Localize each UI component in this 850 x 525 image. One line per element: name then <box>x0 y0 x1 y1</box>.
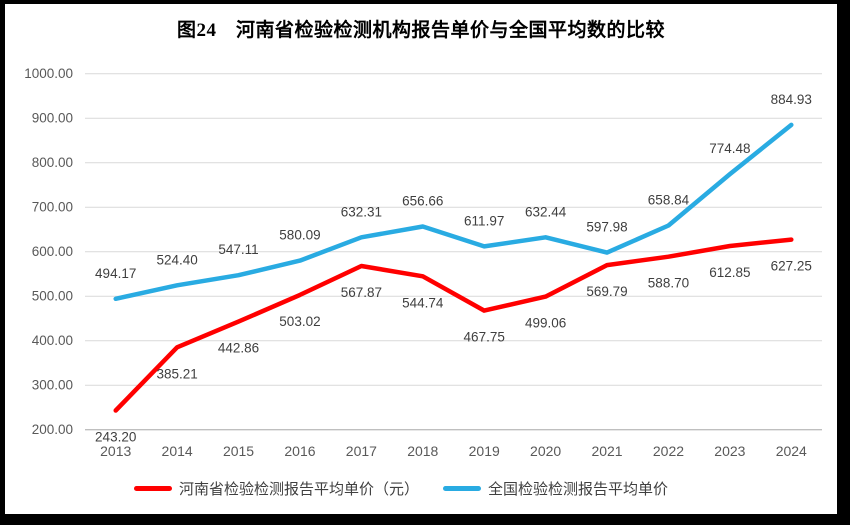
y-axis-tick-label: 700.00 <box>32 200 73 215</box>
line-chart-plot-area: 200.00 300.00 400.00 500.00 600.00 700.00 800.… <box>24 66 822 459</box>
x-axis-tick-label: 2019 <box>469 443 500 459</box>
x-axis-tick-label: 2014 <box>162 443 193 459</box>
x-axis-tick-label: 2022 <box>653 443 684 459</box>
data-label-series-1: 774.48 <box>709 141 750 156</box>
data-label-series-0: 243.20 <box>95 429 136 444</box>
x-axis-tick-label: 2017 <box>346 443 377 459</box>
x-axis-tick-label: 2016 <box>284 443 315 459</box>
data-label-series-1: 547.11 <box>218 242 258 257</box>
x-axis-tick-label: 2018 <box>407 443 438 459</box>
data-label-series-0: 499.06 <box>525 316 566 331</box>
legend-line-swatch-1 <box>443 485 481 491</box>
series-line-1 <box>113 122 794 302</box>
data-label-series-1: 656.66 <box>402 193 443 208</box>
chart-legend: 河南省检验检测报告平均单价（元） 全国检验检测报告平均单价 <box>5 475 797 501</box>
x-axis-tick-label: 2021 <box>591 443 622 459</box>
data-label-series-0: 627.25 <box>771 259 812 274</box>
data-label-series-0: 612.85 <box>709 265 750 280</box>
y-axis-tick-label: 1000.00 <box>24 66 73 81</box>
y-axis-tick-label: 300.00 <box>32 378 73 393</box>
data-label-series-0: 569.79 <box>586 284 627 299</box>
x-axis-tick-label: 2013 <box>100 443 131 459</box>
chart-title: 图24 河南省检验检测机构报告单价与全国平均数的比较 <box>176 20 665 41</box>
data-label-series-1: 580.09 <box>279 228 320 243</box>
legend-item-1: 全国检验检测报告平均单价 <box>443 478 668 499</box>
x-axis-tick-label: 2015 <box>223 443 254 459</box>
y-axis-tick-label: 600.00 <box>32 244 73 259</box>
x-axis-tick-label: 2023 <box>714 443 745 459</box>
data-label-series-1: 884.93 <box>771 92 812 107</box>
y-axis-tick-label: 200.00 <box>32 422 73 437</box>
data-label-series-1: 632.44 <box>525 204 567 219</box>
data-label-series-0: 588.70 <box>648 276 689 291</box>
series-line-0 <box>113 237 794 413</box>
data-label-series-0: 467.75 <box>464 330 505 345</box>
data-label-series-1: 658.84 <box>648 193 690 208</box>
y-axis-tick-label: 400.00 <box>32 333 73 348</box>
y-axis-tick-label: 800.00 <box>32 155 73 170</box>
data-label-series-0: 503.02 <box>279 314 320 329</box>
legend-item-0: 河南省检验检测报告平均单价（元） <box>133 478 419 499</box>
x-axis-tick-label: 2020 <box>530 443 561 459</box>
data-label-series-1: 611.97 <box>464 213 504 228</box>
legend-label-1: 全国检验检测报告平均单价 <box>488 480 669 498</box>
y-axis-tick-label: 500.00 <box>32 289 73 304</box>
data-label-series-1: 494.17 <box>95 266 136 281</box>
data-label-series-1: 597.98 <box>586 220 627 235</box>
data-label-series-0: 442.86 <box>218 341 259 356</box>
data-label-series-0: 544.74 <box>402 295 444 310</box>
data-label-series-1: 524.40 <box>156 252 197 267</box>
data-label-series-0: 385.21 <box>156 366 197 381</box>
legend-label-0: 河南省检验检测报告平均单价（元） <box>178 480 419 498</box>
data-label-series-0: 567.87 <box>341 285 382 300</box>
data-label-series-1: 632.31 <box>341 204 382 219</box>
y-axis-tick-label: 900.00 <box>32 111 73 126</box>
x-axis-tick-label: 2024 <box>776 443 807 459</box>
legend-line-swatch-0 <box>133 485 172 491</box>
